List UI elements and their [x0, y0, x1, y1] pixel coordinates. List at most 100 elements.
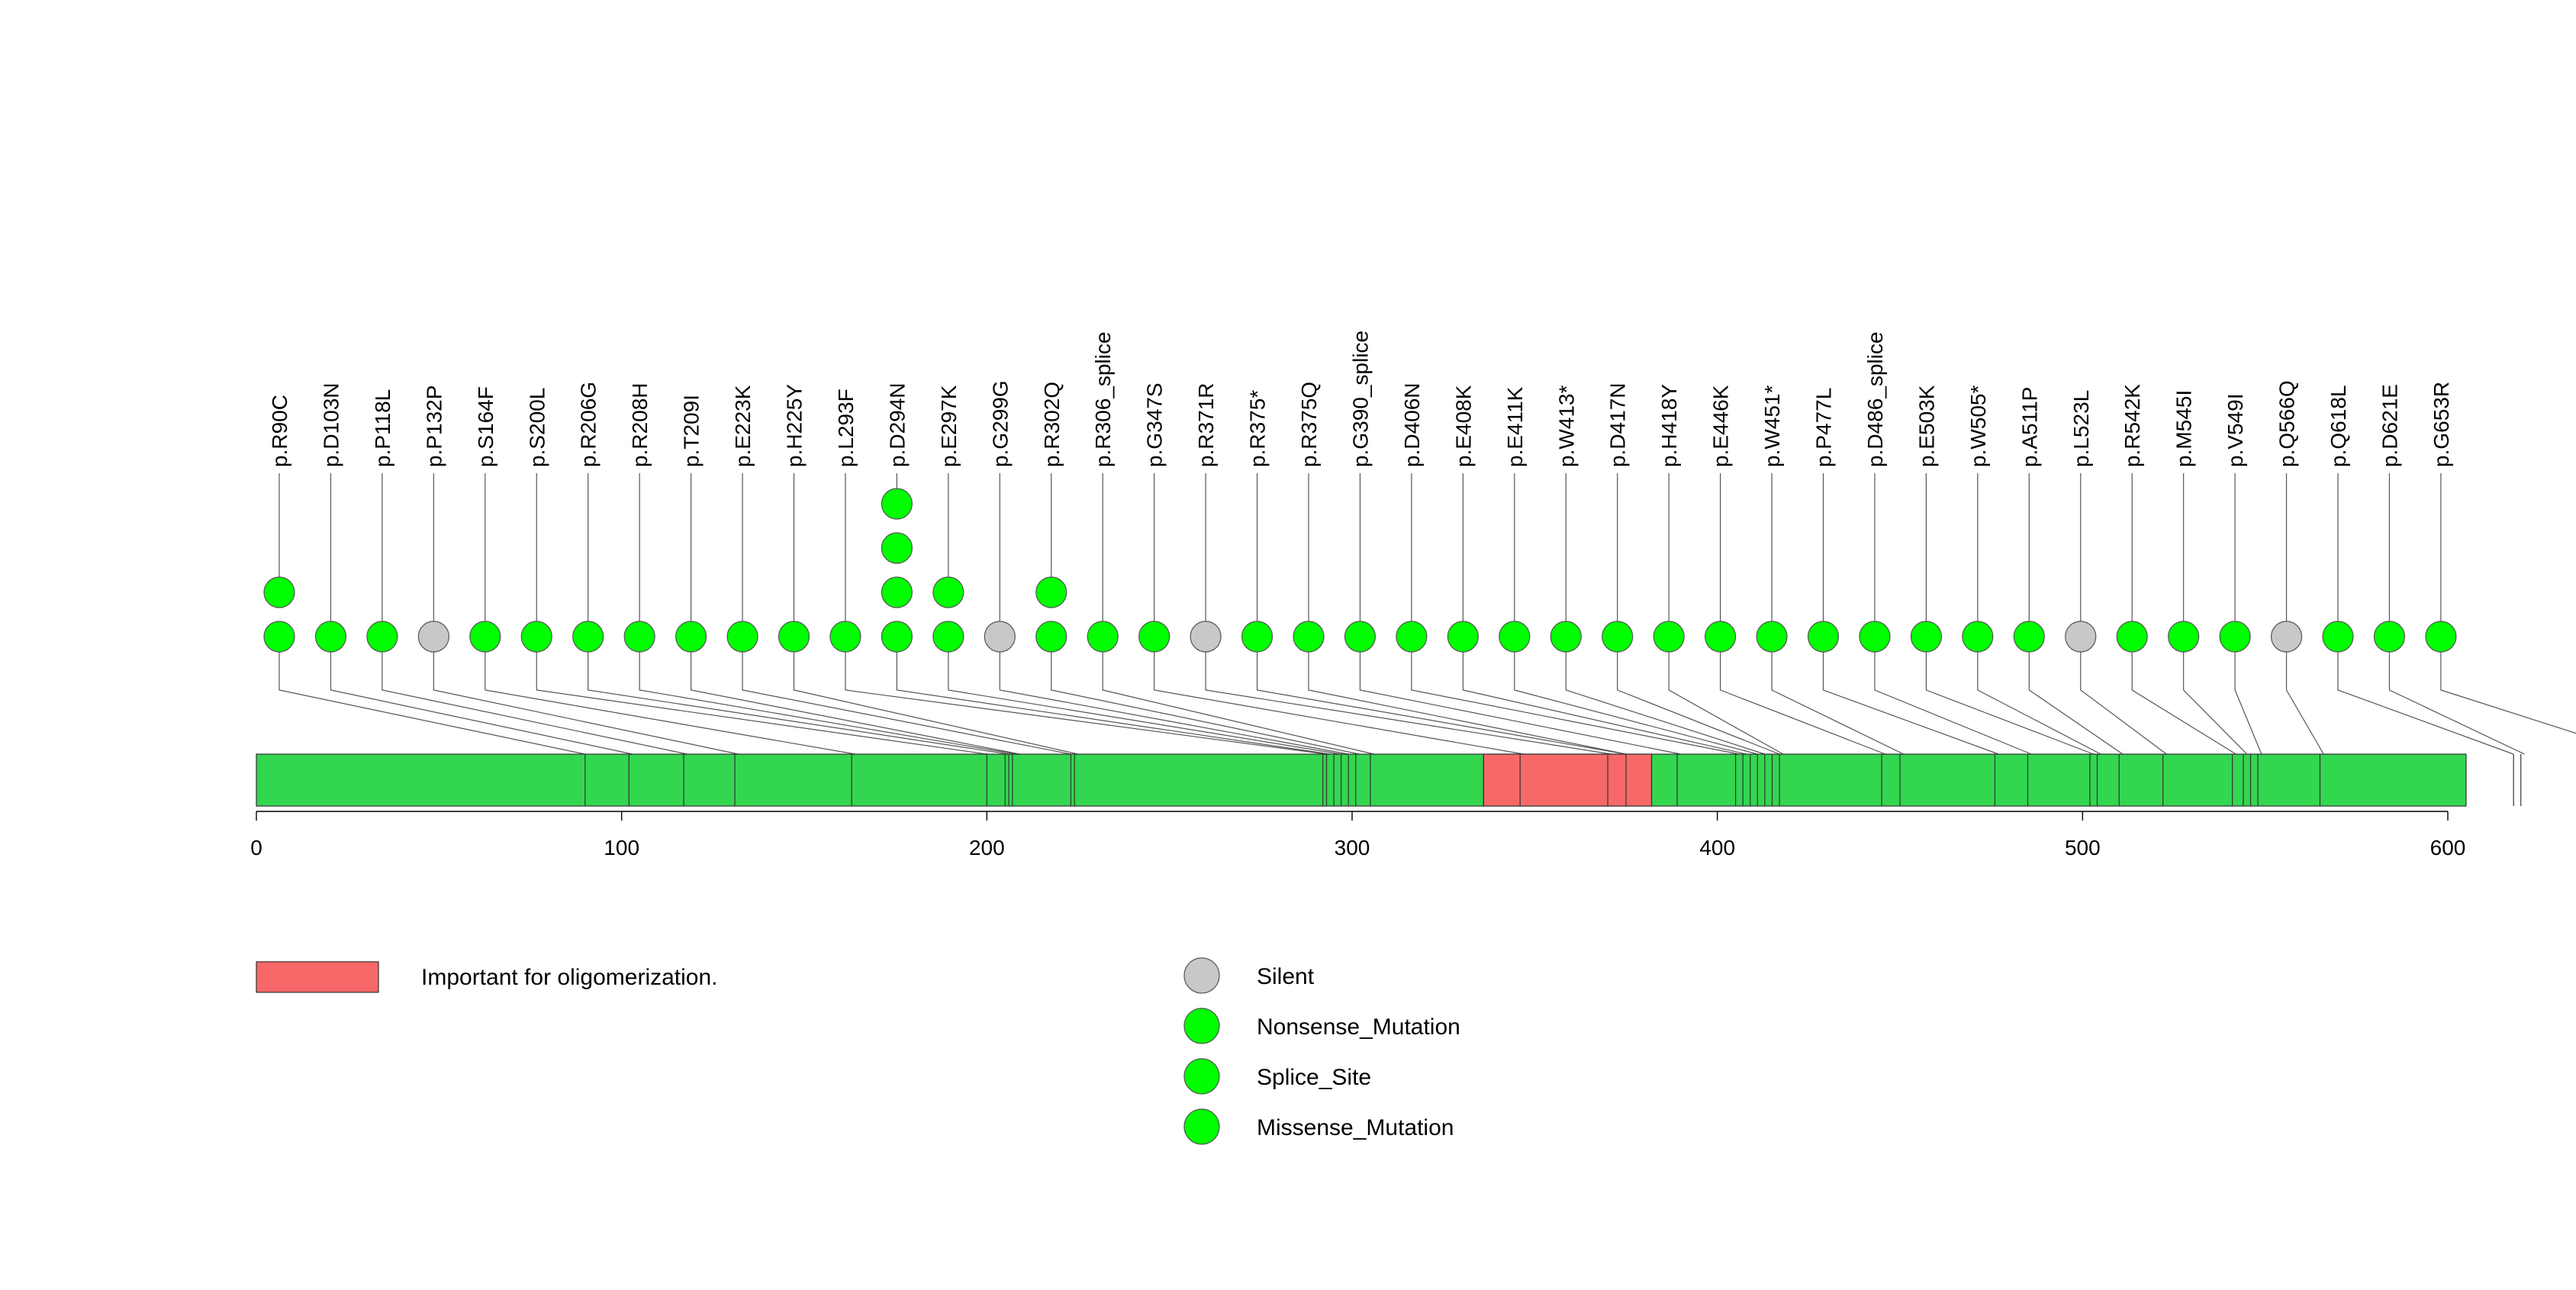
connector-line: [1256, 652, 1627, 755]
mutation-label: p.E446K: [1709, 385, 1733, 467]
x-tick-label: 0: [250, 836, 262, 859]
connector-line: [2131, 652, 2236, 755]
mutation-point[interactable]: [1087, 621, 1119, 653]
mutation-point[interactable]: [2373, 621, 2406, 653]
legend-type-label: Missense_Mutation: [1257, 1115, 1454, 1140]
mutation-point[interactable]: [263, 621, 295, 653]
mutation-label: p.R206G: [577, 382, 601, 467]
connector-line: [948, 652, 1341, 755]
mutation-label: p.S200L: [525, 388, 549, 467]
connector-line: [1462, 652, 1747, 755]
x-tick-label: 300: [1335, 836, 1370, 859]
mutation-label: p.H418Y: [1657, 384, 1681, 467]
mutation-point[interactable]: [2322, 621, 2354, 653]
mutation-label: p.E503K: [1914, 385, 1938, 467]
mutation-label: p.R371R: [1194, 382, 1218, 467]
mutation-point[interactable]: [881, 488, 913, 520]
mutation-point[interactable]: [726, 621, 758, 653]
connector-line: [382, 652, 687, 755]
mutation-label: p.G390_splice: [1348, 331, 1372, 467]
x-tick-label: 500: [2065, 836, 2101, 859]
x-axis: 0 100 200 300 400 500 600: [250, 811, 2465, 859]
connector-line: [2028, 652, 2124, 755]
connector-line: [433, 652, 739, 755]
mutation-point[interactable]: [881, 576, 913, 608]
mutation-point[interactable]: [1807, 621, 1840, 653]
mutation-point[interactable]: [2425, 621, 2457, 653]
mutation-point[interactable]: [932, 621, 964, 653]
mutation-point[interactable]: [2270, 621, 2303, 653]
connector-line: [1514, 652, 1758, 755]
mutation-point[interactable]: [572, 621, 604, 653]
mutation-point[interactable]: [1910, 621, 1942, 653]
mutation-point[interactable]: [881, 621, 913, 653]
mutation-point[interactable]: [675, 621, 707, 653]
legend-type-label: Nonsense_Mutation: [1257, 1014, 1460, 1040]
connector-line: [2337, 652, 2514, 755]
mutation-point[interactable]: [469, 621, 501, 653]
mutation-point[interactable]: [932, 576, 964, 608]
connector-line: [1822, 652, 1999, 755]
mutation-point[interactable]: [1447, 621, 1479, 653]
mutation-label: p.D294N: [885, 382, 909, 467]
connector-line: [690, 652, 1020, 755]
legend-domain-swatch: [256, 961, 379, 993]
mutation-point[interactable]: [1705, 621, 1737, 653]
mutation-point[interactable]: [2219, 621, 2251, 653]
mutation-point[interactable]: [1550, 621, 1582, 653]
mutation-point[interactable]: [1293, 621, 1325, 653]
mutation-label: p.D621E: [2378, 384, 2401, 467]
connector-line: [1411, 652, 1740, 755]
mutation-label: p.R90C: [268, 395, 291, 467]
connector-line: [1720, 652, 1886, 755]
legend-type-swatch: [1183, 1058, 1220, 1095]
mutation-point[interactable]: [2116, 621, 2148, 653]
mutation-point[interactable]: [623, 621, 655, 653]
mutation-label: p.D406N: [1400, 382, 1424, 467]
mutation-point[interactable]: [2168, 621, 2200, 653]
x-tick-label: 600: [2430, 836, 2466, 859]
connector-line: [742, 652, 1071, 755]
mutation-point[interactable]: [263, 576, 295, 608]
mutation-label: p.W451*: [1760, 385, 1784, 467]
mutation-point[interactable]: [1602, 621, 1634, 653]
mutation-label: p.P132P: [422, 385, 446, 467]
mutation-point[interactable]: [829, 621, 861, 653]
connector-line: [1925, 652, 2094, 755]
mutation-label: p.R542K: [2120, 384, 2144, 467]
mutation-label: p.L293F: [834, 389, 858, 467]
mutation-point[interactable]: [1035, 576, 1067, 608]
connector-line: [896, 652, 1331, 755]
mutation-point[interactable]: [1190, 621, 1222, 653]
mutation-point[interactable]: [1344, 621, 1377, 653]
mutation-point[interactable]: [1962, 621, 1994, 653]
mutation-point[interactable]: [1035, 621, 1067, 653]
mutation-point[interactable]: [520, 621, 552, 653]
connector-line: [2234, 652, 2262, 755]
mutation-point[interactable]: [881, 532, 913, 564]
mutation-point[interactable]: [1653, 621, 1685, 653]
mutation-point[interactable]: [1241, 621, 1274, 653]
connector-line: [536, 652, 987, 755]
mutation-point[interactable]: [1499, 621, 1531, 653]
connector-line: [1617, 652, 1780, 755]
mutation-point[interactable]: [314, 621, 347, 653]
mutation-point[interactable]: [984, 621, 1016, 653]
connector-line: [999, 652, 1349, 755]
connector-line: [639, 652, 1016, 755]
connector-line: [2183, 652, 2248, 755]
mutation-label: p.Q618L: [2326, 385, 2350, 467]
connector-line: [793, 652, 1079, 755]
mutation-point[interactable]: [2013, 621, 2045, 653]
connector-line: [2440, 652, 2576, 734]
mutation-label: p.W413*: [1554, 385, 1578, 467]
mutation-point[interactable]: [1859, 621, 1891, 653]
mutation-point[interactable]: [2065, 621, 2097, 653]
mutation-point[interactable]: [1138, 621, 1170, 653]
mutation-point[interactable]: [366, 621, 398, 653]
mutation-point[interactable]: [778, 621, 810, 653]
mutation-point[interactable]: [1396, 621, 1428, 653]
connector-line: [1359, 652, 1681, 755]
mutation-point[interactable]: [1756, 621, 1788, 653]
mutation-point[interactable]: [417, 621, 449, 653]
